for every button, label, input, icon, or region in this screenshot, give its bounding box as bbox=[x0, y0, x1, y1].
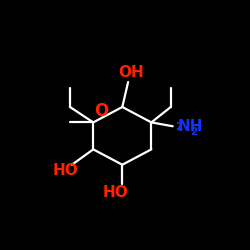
Text: O: O bbox=[94, 102, 108, 120]
Text: HO: HO bbox=[103, 185, 128, 200]
Text: OH: OH bbox=[118, 65, 144, 80]
Text: NH: NH bbox=[178, 119, 203, 134]
Text: HO: HO bbox=[52, 163, 78, 178]
Text: 2: 2 bbox=[190, 128, 198, 138]
Text: 2: 2 bbox=[176, 122, 183, 132]
